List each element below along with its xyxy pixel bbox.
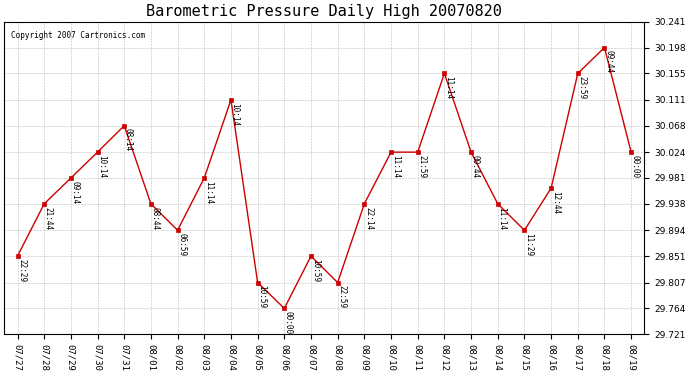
Text: 10:14: 10:14: [97, 155, 106, 178]
Text: 21:59: 21:59: [417, 155, 426, 178]
Text: 10:59: 10:59: [257, 285, 266, 309]
Text: 06:59: 06:59: [177, 233, 186, 256]
Text: 10:59: 10:59: [310, 259, 319, 282]
Text: 22:29: 22:29: [17, 259, 26, 282]
Text: 09:14: 09:14: [70, 181, 79, 204]
Text: 09:44: 09:44: [604, 50, 613, 74]
Text: 08:44: 08:44: [150, 207, 159, 230]
Text: 22:14: 22:14: [364, 207, 373, 230]
Text: 00:00: 00:00: [631, 155, 640, 178]
Text: 11:14: 11:14: [204, 181, 213, 204]
Text: 11:29: 11:29: [524, 233, 533, 256]
Text: 10:14: 10:14: [230, 103, 239, 126]
Text: 21:44: 21:44: [44, 207, 53, 230]
Text: 23:59: 23:59: [578, 76, 586, 99]
Text: 12:44: 12:44: [551, 191, 560, 214]
Text: 00:00: 00:00: [284, 311, 293, 334]
Title: Barometric Pressure Daily High 20070820: Barometric Pressure Daily High 20070820: [146, 4, 502, 19]
Text: Copyright 2007 Cartronics.com: Copyright 2007 Cartronics.com: [10, 31, 145, 40]
Text: 22:59: 22:59: [337, 285, 346, 309]
Text: 11:14: 11:14: [391, 155, 400, 178]
Text: 08:14: 08:14: [124, 129, 133, 152]
Text: 11:14: 11:14: [497, 207, 506, 230]
Text: 00:44: 00:44: [471, 155, 480, 178]
Text: 11:14: 11:14: [444, 76, 453, 99]
